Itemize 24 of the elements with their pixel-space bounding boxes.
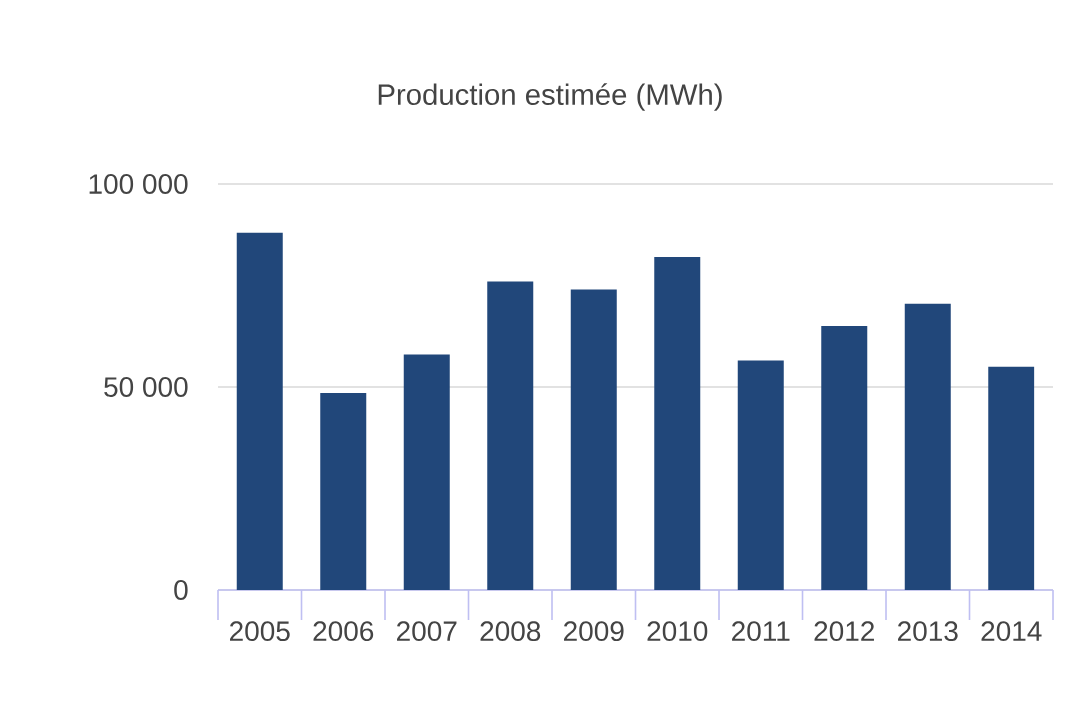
bar — [570, 289, 617, 590]
x-tick-label: 2008 — [480, 621, 541, 642]
y-tick-label: 0 — [174, 580, 188, 600]
x-tick-label: 2006 — [313, 621, 374, 642]
x-tick-label: 2014 — [981, 621, 1042, 642]
x-tick-label: 2005 — [230, 621, 290, 642]
bar — [988, 366, 1035, 590]
x-tick-label: 2007 — [397, 621, 457, 642]
bar — [487, 281, 534, 590]
y-tick-label: 100 000 — [89, 174, 188, 194]
bar — [737, 360, 784, 590]
x-tick-label: 2010 — [647, 621, 708, 642]
bar — [403, 354, 450, 590]
x-tick-label: 2009 — [564, 621, 624, 642]
bar — [236, 232, 283, 590]
x-tick-label: 2013 — [898, 621, 958, 642]
bar — [904, 303, 951, 590]
bar — [821, 326, 868, 590]
y-tick-label: 50 000 — [104, 377, 188, 397]
chart-title: Production estimée (MWh) — [378, 83, 722, 111]
x-tick-label: 2012 — [814, 621, 874, 642]
bar — [654, 257, 701, 590]
bar — [320, 393, 367, 590]
x-tick-label: 2011 — [732, 621, 790, 642]
